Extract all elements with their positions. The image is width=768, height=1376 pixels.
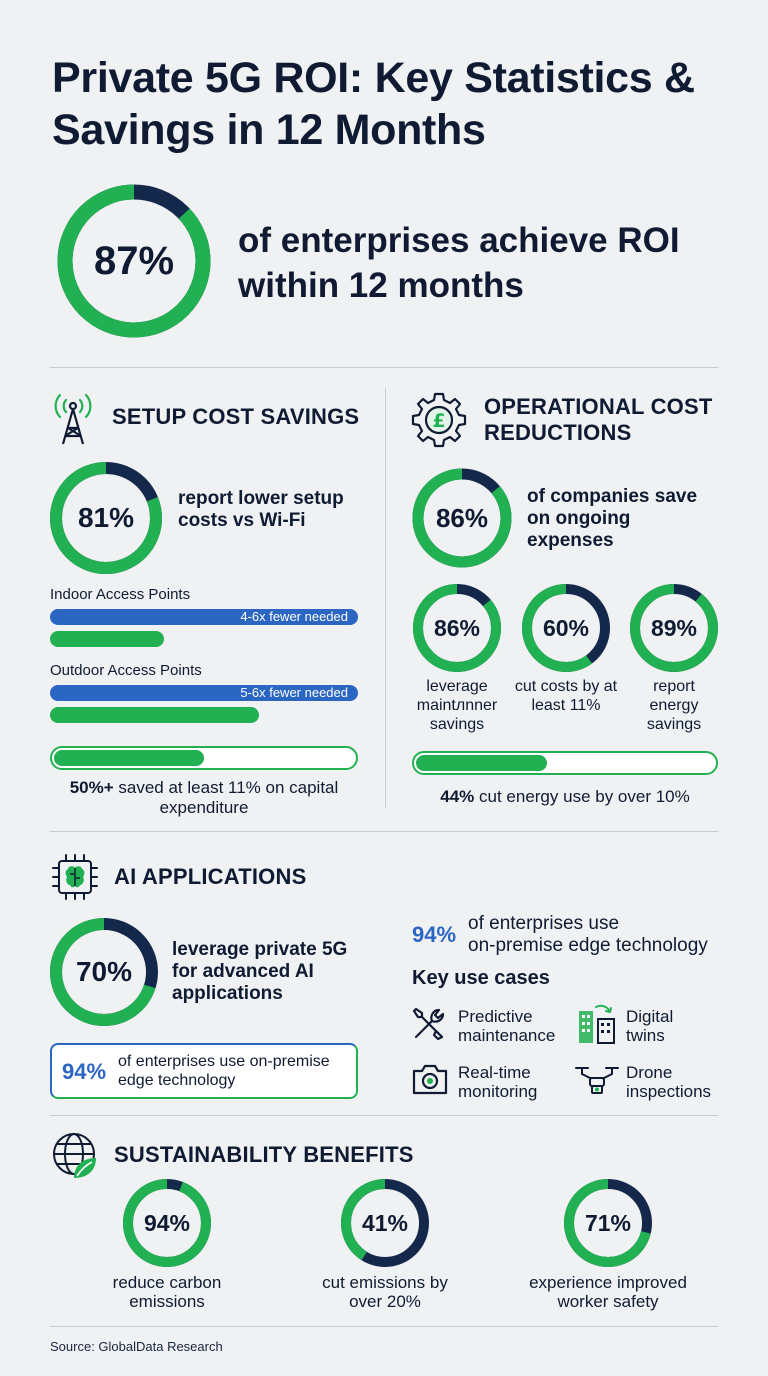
edge-box: 94% of enterprises use on-premise edge t… [50, 1043, 358, 1099]
camera-icon [411, 1062, 449, 1096]
ring-value-arc [50, 918, 158, 1026]
ai-ring-value: 70% [75, 956, 133, 987]
sustain-caption-1: reduce carbon emissions [112, 1273, 222, 1311]
ring-value-arc [564, 1179, 652, 1267]
ai-chip-icon [50, 852, 100, 902]
outdoor-fill-bar [50, 707, 259, 723]
svg-text:£: £ [432, 410, 445, 432]
cell-tower-icon [48, 388, 98, 446]
source-note: Source: GlobalData Research [50, 1339, 223, 1354]
setup-heading: SETUP COST SAVINGS [112, 404, 360, 429]
opex-mini-ring-3: 89% [629, 583, 719, 673]
capex-text: 50%+ saved at least 11% on capital expen… [50, 778, 358, 818]
sustain-ring-3: 71% [563, 1178, 653, 1268]
energy-value: 44% [440, 787, 475, 806]
use-cases-title: Key use cases [412, 967, 550, 989]
hero-value: 87% [93, 238, 175, 283]
use-case-digital-twins: Digital twins [626, 1007, 674, 1045]
hero-ring: 87% [56, 183, 212, 339]
wrench-screwdriver-icon [410, 1005, 448, 1043]
opex-ring: 86% [412, 468, 512, 568]
energy-text: 44% cut energy use by over 10% [412, 787, 718, 807]
indoor-reduction-bar: 4-6x fewer needed [50, 609, 358, 625]
divider [50, 367, 718, 368]
sustain-ring-2: 41% [340, 1178, 430, 1268]
edge-box-text: of enterprises use on-premise edge techn… [118, 1053, 330, 1089]
outdoor-label: Outdoor Access Points [50, 662, 202, 679]
ring-value-arc [413, 584, 501, 672]
use-case-real-time-monitoring: Real-time monitoring [458, 1063, 538, 1101]
opex-mini-caption-3: report energy savings [646, 678, 702, 733]
opex-mini-caption-1: leverage maintлnner savings [416, 678, 498, 733]
opex-mini-ring-1: 86% [412, 583, 502, 673]
ring-value-arc [50, 462, 162, 574]
sustain-value-1: 94% [143, 1209, 191, 1236]
energy-description: cut energy use by over 10% [474, 787, 690, 806]
sustain-value-3: 71% [584, 1209, 632, 1236]
capex-value: 50%+ [69, 778, 114, 797]
outdoor-reduction-bar: 5-6x fewer needed [50, 685, 358, 701]
hero-text: of enterprises achieve ROI within 12 mon… [238, 221, 680, 305]
ai-text: leverage private 5G for advanced AI appl… [172, 939, 348, 1004]
capex-description: saved at least 11% on capital expenditur… [113, 778, 339, 817]
divider [50, 1115, 718, 1116]
ai-heading: AI APPLICATIONS [114, 864, 307, 889]
ring-value-arc [412, 468, 512, 568]
digital-twin-building-icon [576, 1003, 618, 1045]
edge-line-2: on-premise edge technology [468, 935, 708, 956]
opex-mini-ring-2: 60% [521, 583, 611, 673]
setup-text: report lower setup costs vs Wi-Fi [178, 488, 344, 531]
divider [50, 1326, 718, 1327]
sustain-caption-2: cut emissions by over 20% [322, 1273, 448, 1311]
sustain-ring-1: 94% [122, 1178, 212, 1268]
use-case-drone-inspections: Drone inspections [626, 1063, 712, 1101]
use-case-predictive: Predictive maintenance [458, 1007, 556, 1045]
sustainability-heading: SUSTAINABILITY BENEFITS [114, 1142, 414, 1167]
opex-heading: OPERATIONAL COST REDUCTIONS [484, 394, 713, 445]
setup-ring: 81% [50, 462, 162, 574]
ring-value-arc [630, 584, 718, 672]
indoor-label: Indoor Access Points [50, 586, 191, 603]
page-title: Private 5G ROI: Key Statistics & Savings… [52, 54, 695, 154]
edge-line-1: of enterprises use [468, 913, 620, 934]
globe-leaf-icon [50, 1130, 100, 1182]
divider [50, 831, 718, 832]
edge-value: 94% [412, 922, 457, 947]
ai-ring: 70% [50, 918, 158, 1026]
ring-value-arc [522, 584, 610, 672]
sustain-caption-3: experience improved worker safety [529, 1273, 687, 1311]
sustain-value-2: 41% [361, 1209, 409, 1236]
edge-box-value: 94% [62, 1059, 107, 1084]
opex-mini-value-3: 89% [650, 614, 698, 641]
indoor-fill-bar [50, 631, 164, 647]
column-divider [385, 388, 386, 808]
energy-progress-fill [416, 755, 547, 771]
opex-ring-value: 86% [435, 502, 489, 533]
drone-icon [574, 1062, 620, 1096]
ring-value-arc [57, 184, 211, 338]
ring-value-arc [123, 1179, 211, 1267]
ring-value-arc [341, 1179, 429, 1267]
gear-pound-icon: £ [410, 391, 468, 449]
capex-progress [50, 746, 358, 770]
opex-mini-value-1: 86% [433, 614, 481, 641]
setup-ring-value: 81% [77, 502, 135, 533]
energy-progress [412, 751, 718, 775]
capex-progress-fill [54, 750, 204, 766]
opex-mini-caption-2: cut costs by at least 11% [514, 678, 618, 714]
opex-mini-value-2: 60% [542, 614, 590, 641]
opex-text: of companies save on ongoing expenses [527, 486, 698, 551]
